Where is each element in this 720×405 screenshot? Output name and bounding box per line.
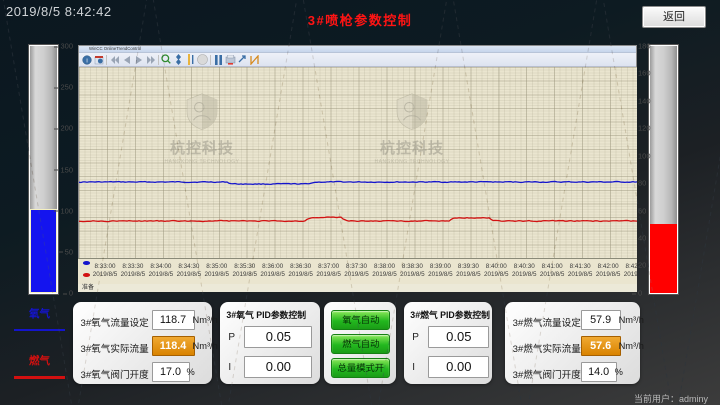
svg-text:i: i [86, 58, 87, 64]
